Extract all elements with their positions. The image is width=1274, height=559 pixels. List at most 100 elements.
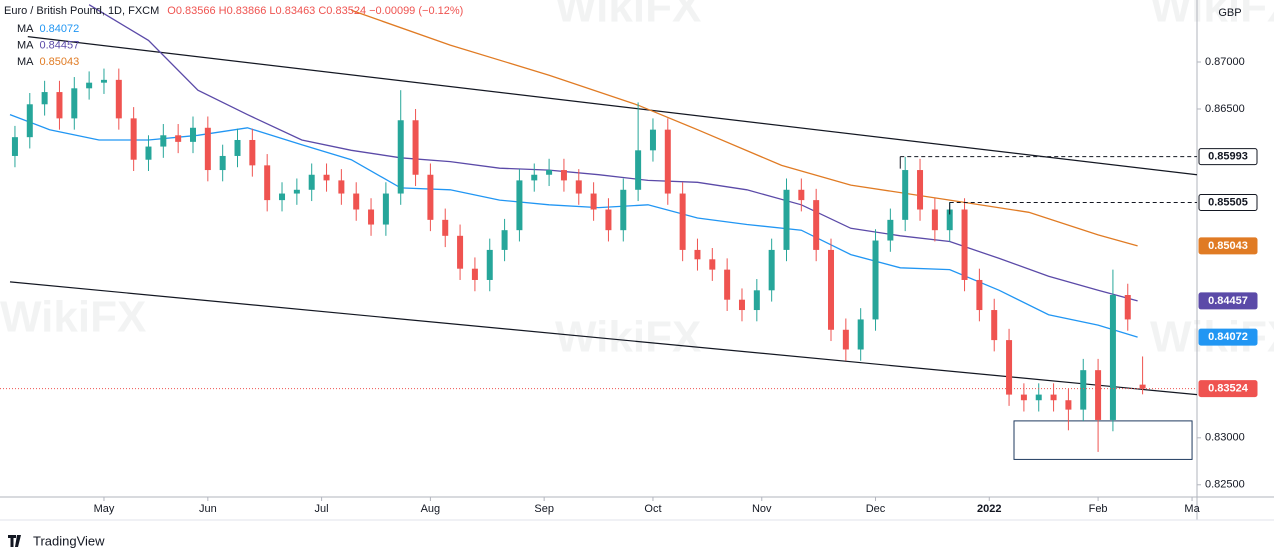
price-label-text: 0.83524	[1208, 382, 1249, 394]
candle-body	[842, 329, 849, 350]
trendline	[27, 36, 1198, 176]
candle-body	[175, 135, 182, 142]
x-tick-label: Jun	[199, 503, 217, 515]
candle-body	[887, 219, 894, 241]
candle-body	[1020, 394, 1027, 401]
candle-body	[709, 259, 716, 270]
candle-body	[457, 235, 464, 269]
price-label: 0.84457	[1198, 292, 1258, 310]
x-tick-label: Jul	[315, 503, 329, 515]
y-tick-label: 0.83000	[1205, 432, 1245, 444]
candle-body	[1109, 295, 1116, 420]
legend-value: 0.85043	[40, 56, 80, 68]
candle-body	[41, 92, 48, 105]
trendline	[9, 281, 1198, 396]
candle-body	[664, 129, 671, 194]
candle-body	[382, 193, 389, 225]
candle-body	[857, 319, 864, 350]
candle-body	[1139, 384, 1146, 389]
candle-body	[145, 146, 152, 160]
legend-name: MA	[17, 56, 34, 68]
price-label: 0.85043	[1198, 237, 1258, 255]
candle-body	[1124, 295, 1131, 320]
candle-body	[189, 127, 196, 142]
candle-body	[679, 193, 686, 250]
watermark: WikiFX	[1150, 0, 1274, 32]
y-tick-label: 0.86500	[1205, 103, 1245, 115]
highlight-box	[1013, 420, 1193, 460]
candle-body	[575, 180, 582, 194]
candle-body	[427, 174, 434, 220]
candle-body	[86, 82, 93, 89]
price-label-text: 0.85505	[1208, 196, 1248, 208]
price-label-text: 0.85993	[1208, 151, 1248, 163]
legend: Euro / British Pound, 1D, FXCM O0.83566 H…	[4, 5, 463, 68]
legend-title: Euro / British Pound, 1D, FXCM	[4, 5, 159, 17]
x-tick-label: Dec	[866, 503, 886, 515]
brand-name: TradingView	[33, 533, 105, 548]
price-label: 0.85993	[1198, 148, 1258, 166]
candle-body	[605, 209, 612, 231]
price-label-box	[1198, 193, 1258, 211]
ma-line	[9, 113, 1138, 338]
price-label-box	[1198, 237, 1258, 255]
candle-body	[442, 219, 449, 236]
price-label-text: 0.84072	[1208, 331, 1248, 343]
candle-body	[1035, 394, 1042, 401]
candle-body	[813, 200, 820, 250]
candle-body	[649, 129, 656, 151]
ma-line	[351, 9, 1138, 247]
ma-line	[88, 4, 1138, 302]
candle-body	[546, 170, 553, 175]
candle-body	[471, 268, 478, 280]
candle-body	[724, 269, 731, 300]
candle-body	[783, 189, 790, 250]
legend-quote: O0.83566 H0.83866 L0.83463 C0.83524 −0.0…	[167, 5, 463, 17]
candle-body	[516, 180, 523, 231]
candle-body	[11, 137, 18, 156]
candle-body	[738, 299, 745, 311]
legend-name: MA	[17, 39, 34, 51]
candle-body	[768, 249, 775, 291]
x-tick-label: Nov	[752, 503, 772, 515]
price-label-box	[1198, 292, 1258, 310]
candle-body	[1080, 370, 1087, 410]
candle-body	[100, 79, 107, 83]
x-tick-label: Sep	[534, 503, 554, 515]
candle-body	[160, 135, 167, 147]
candle-body	[71, 88, 78, 119]
candle-body	[204, 127, 211, 171]
candle-body	[828, 249, 835, 330]
x-tick-label: May	[94, 503, 115, 515]
watermarks: WikiFX WikiFX WikiFX WikiFX WikiFX	[0, 0, 1274, 362]
candle-body	[264, 165, 271, 201]
x-tick-label: Ma	[1184, 503, 1200, 515]
candle-body	[531, 174, 538, 181]
legend-name: MA	[17, 23, 34, 35]
candle-body	[560, 170, 567, 181]
candle-body	[694, 249, 701, 260]
candle-body	[412, 120, 419, 175]
candle-body	[976, 279, 983, 311]
candle-body	[115, 79, 122, 119]
candle-body	[486, 249, 493, 280]
price-label-box	[1198, 380, 1258, 398]
x-tick-label: 2022	[977, 503, 1001, 515]
watermark: WikiFX	[0, 293, 146, 342]
legend-value: 0.84072	[40, 23, 80, 35]
candle-body	[397, 120, 404, 194]
candle-body	[308, 174, 315, 190]
candle-body	[234, 139, 241, 156]
currency-label: GBP	[1218, 7, 1241, 19]
price-label-box	[1198, 328, 1258, 346]
candle-body	[1065, 400, 1072, 410]
price-label: 0.84072	[1198, 328, 1258, 346]
candle-body	[991, 310, 998, 341]
candle-body	[279, 193, 286, 201]
candle-body	[338, 180, 345, 194]
candle-body	[590, 193, 597, 210]
candle-body	[946, 209, 953, 231]
candle-body	[26, 104, 33, 138]
x-tick-label: Feb	[1089, 503, 1108, 515]
